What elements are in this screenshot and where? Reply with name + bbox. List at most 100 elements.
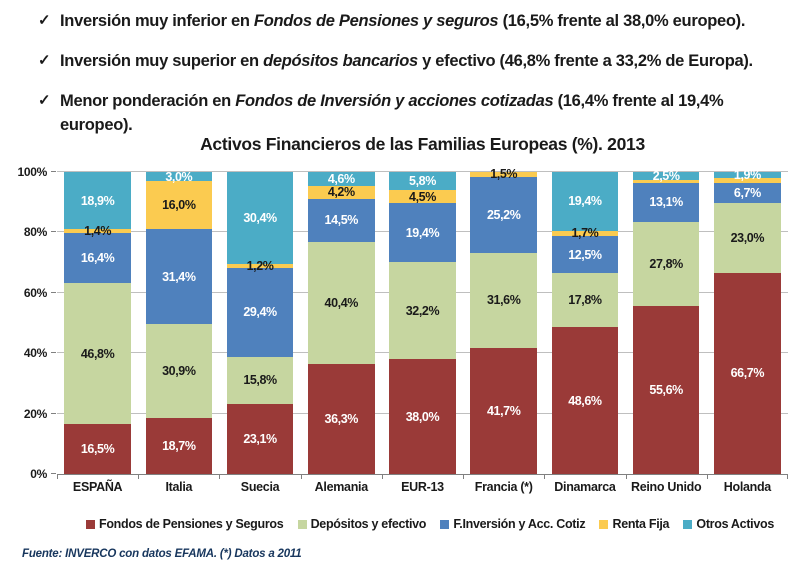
- bullet-text-italic: Fondos de Pensiones y seguros: [253, 12, 499, 30]
- bar-stack: 38,0% 32,2% 19,4% 4,5% 5,8%: [389, 172, 456, 474]
- bar-stack: 23,1% 15,8% 29,4% 1,2% 30,4%: [226, 172, 294, 474]
- bar-column: 55,6% 27,8% 13,1% 2,5%: [626, 170, 707, 474]
- bar-stack: 55,6% 27,8% 13,1% 2,5%: [632, 170, 700, 474]
- x-tick-mark: [706, 474, 708, 479]
- bar-column: 23,1% 15,8% 29,4% 1,2% 30,4%: [219, 172, 300, 474]
- bar-segment: 40,4%: [307, 242, 375, 365]
- bar-segment: 19,4%: [551, 172, 619, 231]
- bar-segment: 3,0%: [145, 170, 213, 182]
- x-tick-mark: [787, 474, 788, 479]
- x-tick-mark: [219, 474, 221, 479]
- legend-swatch: [440, 519, 450, 529]
- segment-label: 1,5%: [490, 167, 518, 182]
- bar-segment: 1,2%: [226, 260, 294, 272]
- segment-label: 1,2%: [246, 258, 274, 273]
- y-tick-label: 20%: [23, 406, 47, 421]
- bullet-text-segment: Inversión muy inferior en: [60, 12, 254, 30]
- bar-column: 41,7% 31,6% 25,2% 1,5%: [463, 168, 544, 474]
- segment-label: 1,4%: [84, 223, 112, 238]
- legend-label: Depósitos y efectivo: [310, 517, 427, 531]
- legend-swatch: [86, 519, 95, 529]
- bar-segment: 30,9%: [145, 324, 213, 418]
- segment-label: 17,8%: [568, 293, 602, 308]
- bullet-text-segment: Menor ponderación en: [60, 91, 236, 110]
- bar-segment: 12,5%: [551, 235, 619, 274]
- segment-label: 2,5%: [652, 168, 680, 183]
- bar-column: 18,7% 30,9% 31,4% 16,0% 3,0%: [138, 170, 219, 474]
- category-label: Italia: [165, 480, 193, 494]
- segment-label: 30,9%: [162, 363, 196, 378]
- bar-segment: [632, 179, 700, 183]
- bar-segment: 15,8%: [226, 356, 294, 405]
- segment-label: 31,4%: [162, 269, 196, 284]
- segment-label: 16,4%: [80, 250, 115, 265]
- category-label: Suecia: [240, 480, 280, 494]
- bar-column: 16,5% 46,8% 16,4% 1,4% 18,9%: [57, 172, 138, 474]
- category-label: ESPAÑA: [72, 480, 123, 494]
- segment-label: 19,4%: [405, 225, 440, 240]
- segment-label: 23,1%: [243, 431, 277, 446]
- bar-segment: 1,5%: [470, 168, 537, 180]
- check-icon: ✓: [38, 51, 51, 69]
- legend-label: Renta Fija: [612, 517, 670, 531]
- bar-segment: 18,7%: [145, 417, 213, 474]
- bar-segment: 48,6%: [551, 327, 619, 474]
- segment-label: 40,4%: [324, 296, 359, 311]
- bar-segment: 23,0%: [714, 203, 781, 273]
- segment-label: 14,5%: [324, 213, 359, 228]
- bar-segment: 16,4%: [64, 233, 131, 283]
- bullet-text-italic: Fondos de Inversión y acciones cotizadas: [235, 91, 554, 110]
- category-label: Francia (*): [474, 480, 533, 494]
- bar-stack: 16,5% 46,8% 16,4% 1,4% 18,9%: [64, 172, 131, 474]
- bar-stack: 18,7% 30,9% 31,4% 16,0% 3,0%: [145, 170, 213, 474]
- chart-title: Activos Financieros de las Familias Euro…: [200, 134, 645, 154]
- bar-segment: [714, 177, 781, 183]
- segment-label: 46,8%: [80, 346, 115, 361]
- legend-swatch: [297, 519, 307, 529]
- bullet-text-segment: Inversión muy superior en: [60, 51, 264, 70]
- x-axis-line: [57, 474, 788, 475]
- bar-segment: 41,7%: [470, 348, 537, 474]
- category-label: EUR-13: [401, 480, 444, 494]
- segment-label: 1,9%: [733, 167, 761, 182]
- segment-label: 4,5%: [409, 189, 436, 204]
- bar-columns: 16,5% 46,8% 16,4% 1,4% 18,9% 18,7% 30,9% 31,4% 1…: [57, 168, 788, 474]
- bar-stack: 48,6% 17,8% 12,5% 1,7% 19,4%: [551, 172, 619, 474]
- y-tick-mark: [51, 231, 56, 233]
- bar-segment: 27,8%: [632, 222, 700, 307]
- segment-label: 25,2%: [486, 207, 521, 222]
- segment-label: 48,6%: [568, 393, 602, 408]
- segment-label: 55,6%: [649, 382, 683, 397]
- check-icon: ✓: [38, 91, 51, 109]
- y-axis: 0% 20% 40% 60% 80% 100%: [0, 165, 57, 481]
- bullet-item: ✓ Inversión muy superior en depósitos ban…: [38, 50, 791, 74]
- bar-segment: 4,2%: [307, 185, 375, 199]
- bar-stack: 36,3% 40,4% 14,5% 4,2% 4,6%: [307, 172, 375, 474]
- y-tick-label: 40%: [23, 346, 47, 361]
- bullet-item: ✓ Menor ponderación en Fondos de Inversió…: [38, 90, 791, 138]
- bar-segment: 36,3%: [307, 364, 375, 474]
- bar-segment: 1,9%: [714, 169, 781, 181]
- y-tick-label: 0%: [30, 467, 47, 481]
- bar-segment: 46,8%: [64, 282, 131, 425]
- bar-segment: 6,7%: [714, 182, 781, 204]
- gridline: [57, 171, 788, 172]
- bar-segment: 31,6%: [470, 252, 537, 349]
- segment-label: 16,0%: [162, 198, 196, 212]
- legend-label: Fondos de Pensiones y Seguros: [99, 517, 284, 531]
- y-tick-mark: [51, 171, 56, 172]
- legend-item: Renta Fija: [599, 517, 670, 531]
- legend-item: Otros Activos: [683, 517, 774, 531]
- bar-segment: 38,0%: [389, 359, 456, 474]
- segment-label: 18,9%: [80, 193, 115, 208]
- category-label: Dinamarca: [554, 480, 616, 494]
- bar-segment: 25,2%: [470, 176, 537, 253]
- bar-column: 48,6% 17,8% 12,5% 1,7% 19,4%: [544, 172, 625, 474]
- bar-column: 66,7% 23,0% 6,7% 1,9%: [707, 169, 788, 474]
- category-label: Alemania: [314, 480, 368, 494]
- y-tick-mark: [51, 291, 56, 293]
- bullet-item: ✓ Inversión muy inferior en Fondos de Pen…: [38, 10, 791, 34]
- legend-item: Fondos de Pensiones y Seguros: [86, 517, 284, 531]
- bullet-text-segment: (16,4% frente al 19,4% europeo).: [60, 91, 724, 134]
- segment-label: 32,2%: [405, 303, 440, 318]
